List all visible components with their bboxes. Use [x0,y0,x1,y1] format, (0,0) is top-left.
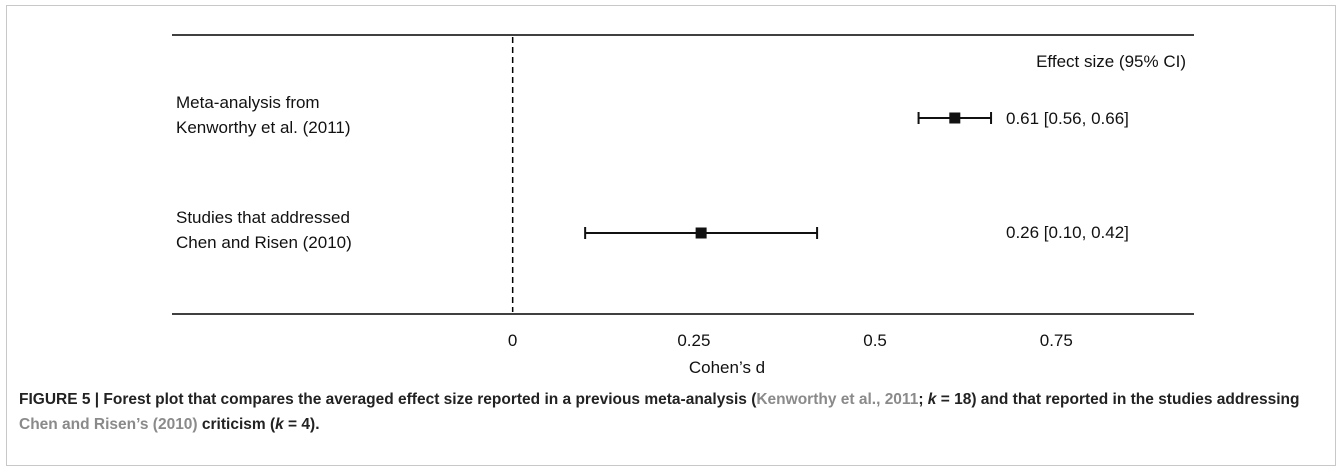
study-row: Meta-analysis from Kenworthy et al. (201… [176,93,1129,137]
study-row: Studies that addressed Chen and Risen (2… [176,208,1129,252]
x-tick-label: 0.5 [863,331,887,350]
x-tick-label: 0.75 [1040,331,1073,350]
study-label-line-1: Studies that addressed [176,208,350,227]
k-variable: k [927,391,937,408]
citation-link[interactable]: Chen and Risen’s (2010) [19,416,198,433]
ci-text: 0.61 [0.56, 0.66] [1006,109,1129,128]
study-label-line-2: Chen and Risen (2010) [176,233,352,252]
ci-text: 0.26 [0.10, 0.42] [1006,223,1129,242]
x-tick-label: 0 [508,331,517,350]
point-estimate-marker [695,227,707,239]
x-axis-label: Cohen’s d [689,358,765,377]
caption-text: FIGURE 5 | Forest plot that compares the… [19,391,757,408]
caption-text: criticism ( [197,416,276,433]
study-label-line-1: Meta-analysis from [176,93,320,112]
figure-caption: FIGURE 5 | Forest plot that compares the… [19,387,1319,437]
effect-size-column-header: Effect size (95% CI) [1036,52,1186,71]
caption-text: ; [918,391,928,408]
figure-frame [6,5,1336,466]
k-variable: k [275,416,284,433]
point-estimate-marker [949,112,961,124]
caption-text: = 18) and that reported in the studies a… [936,391,1300,408]
citation-link[interactable]: Kenworthy et al., 2011 [756,391,919,408]
forest-marks [584,112,993,239]
caption-text: = 4). [283,416,320,433]
study-label-line-2: Kenworthy et al. (2011) [176,118,351,137]
x-axis-ticks: 0 0.25 0.5 0.75 [508,331,1073,350]
x-tick-label: 0.25 [677,331,710,350]
